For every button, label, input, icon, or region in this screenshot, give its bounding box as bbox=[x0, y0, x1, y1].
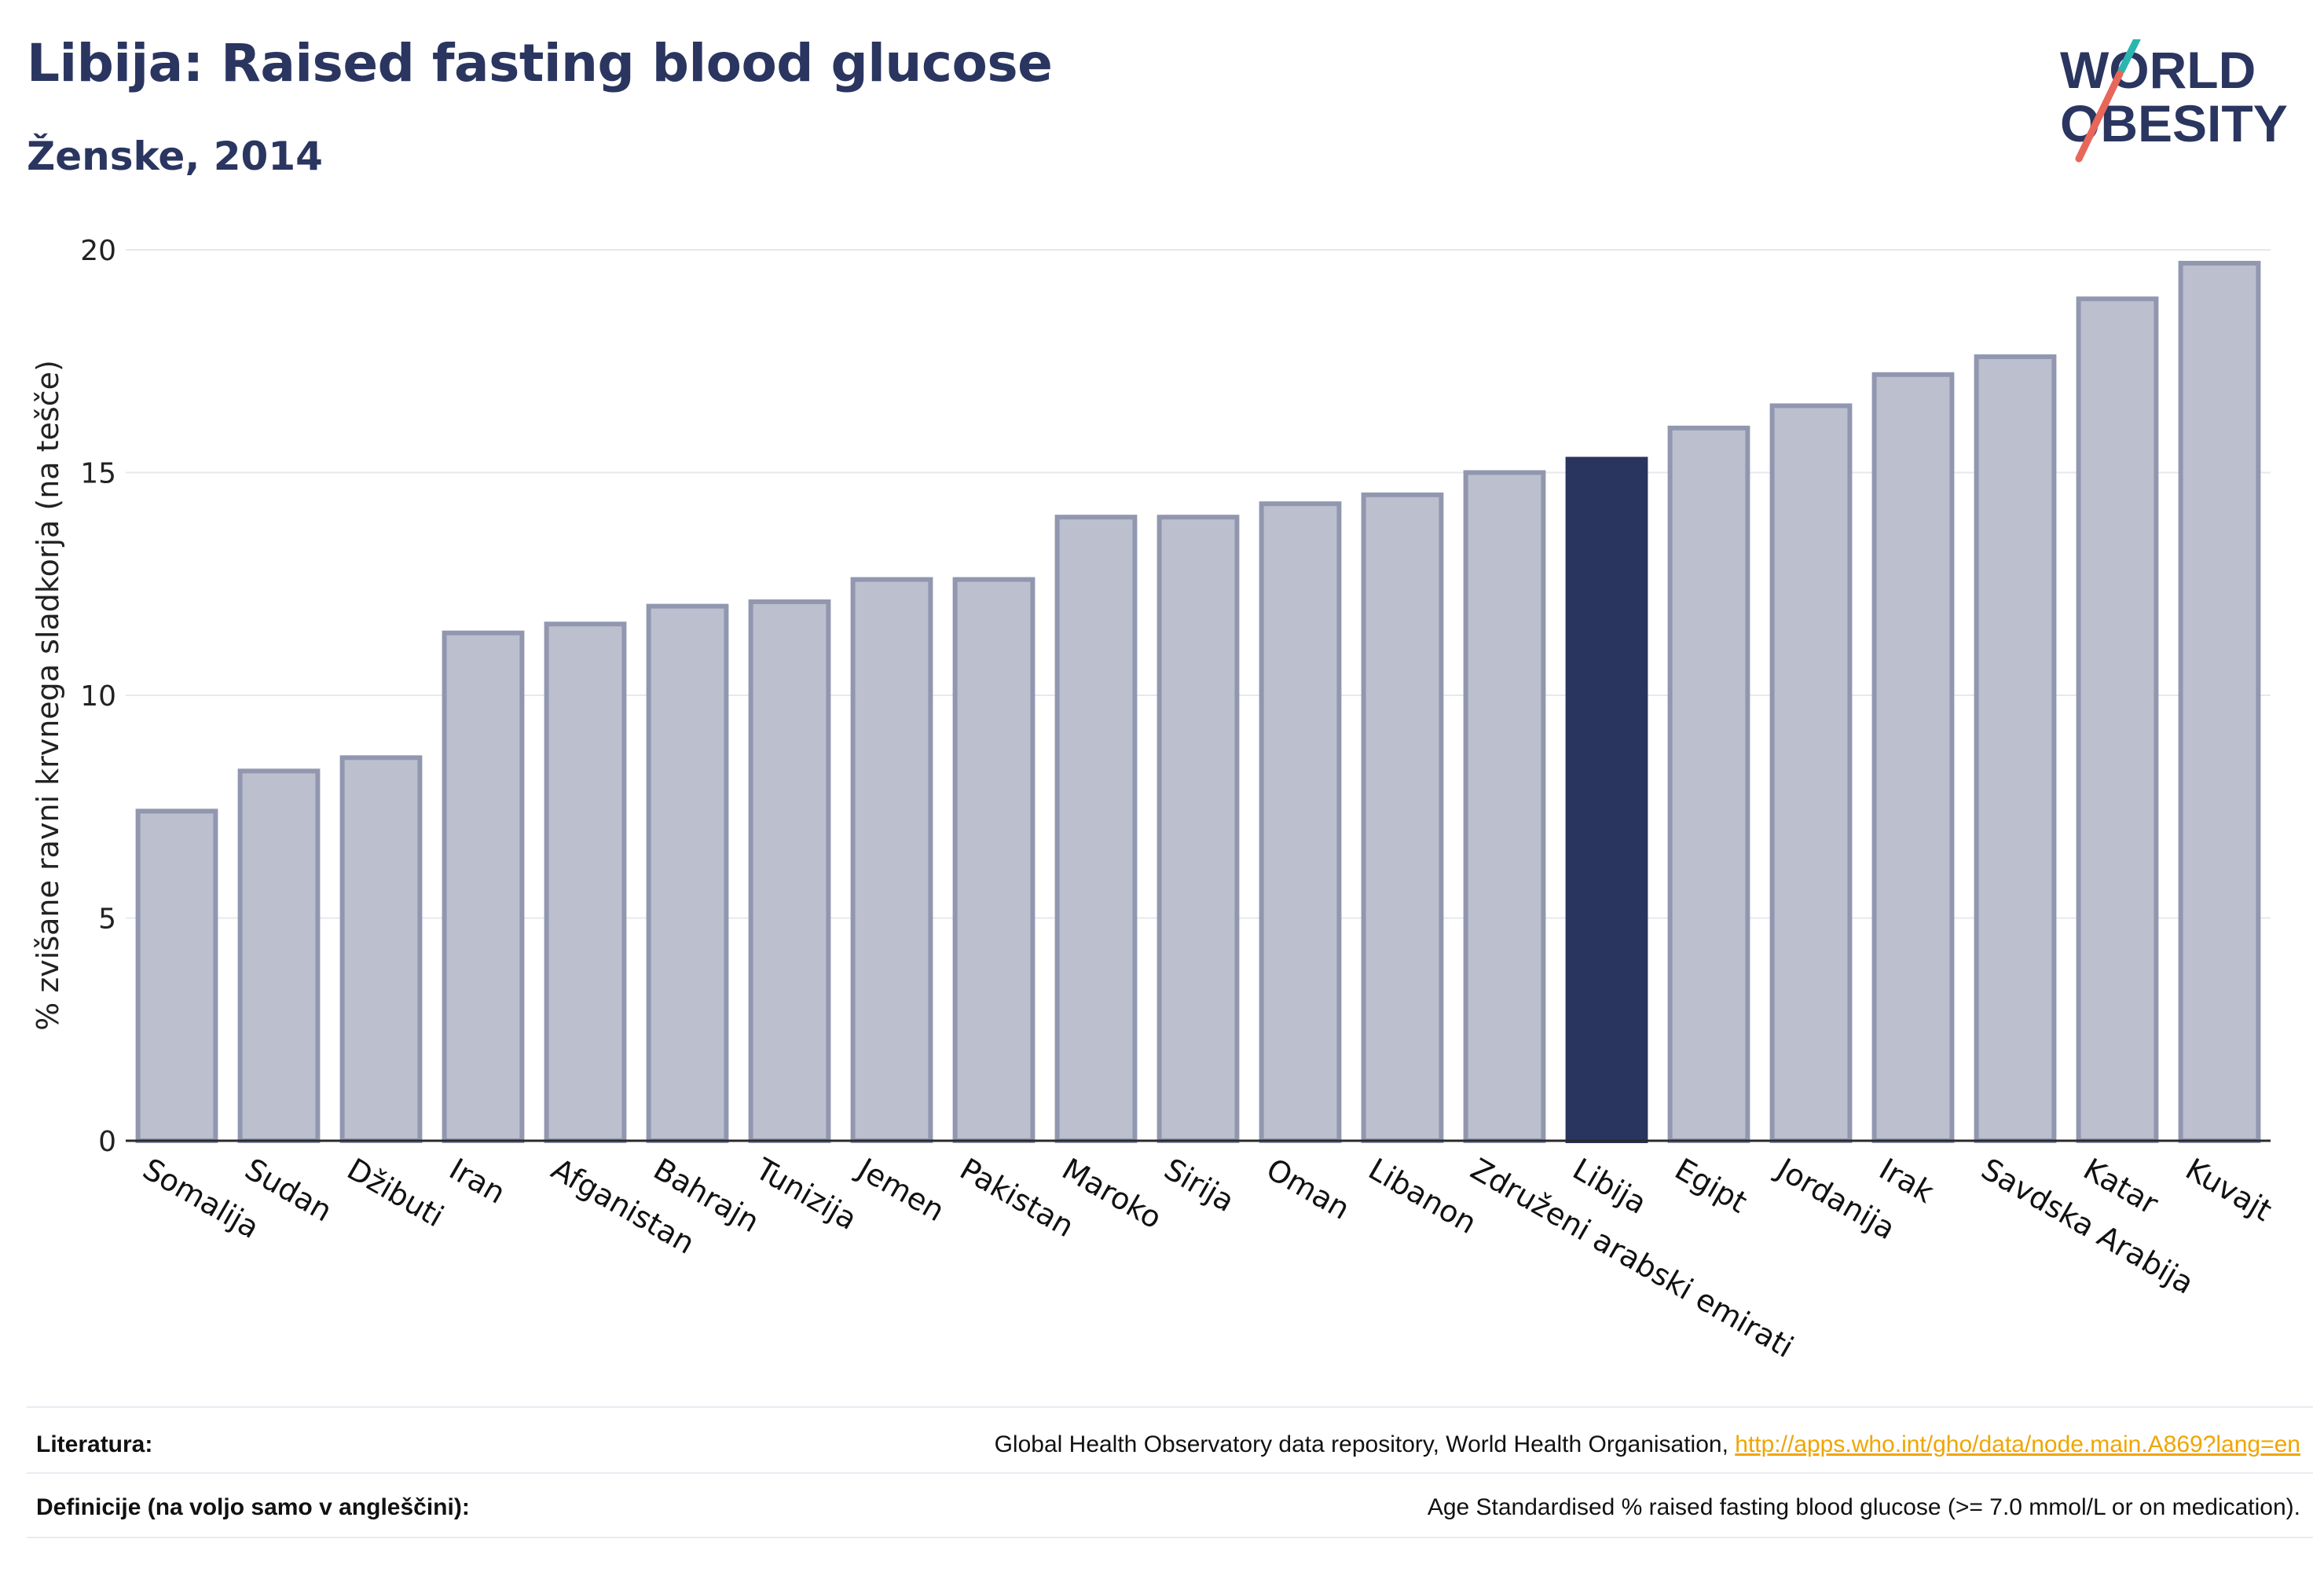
y-tick-label: 0 bbox=[98, 1126, 116, 1158]
bar bbox=[339, 755, 423, 1143]
x-tick-label: Kuvajt bbox=[2180, 1152, 2278, 1228]
x-tick-label: Libanon bbox=[1363, 1152, 1483, 1241]
bar bbox=[1157, 515, 1240, 1143]
footer-divider bbox=[27, 1406, 2313, 1408]
x-tick-label: Jordanija bbox=[1770, 1151, 1901, 1247]
bar bbox=[1463, 470, 1546, 1143]
bar bbox=[850, 577, 933, 1143]
bar bbox=[2076, 296, 2159, 1143]
bar bbox=[2178, 261, 2261, 1143]
bar-chart: 0 5 10 15 20 % zvišane ravni krvnega sladkorj… bbox=[31, 235, 2278, 1365]
bar bbox=[1565, 456, 1648, 1143]
footer-divider bbox=[27, 1537, 2313, 1538]
x-tick-label: Egipt bbox=[1670, 1152, 1754, 1220]
bar bbox=[544, 621, 627, 1143]
bar bbox=[1361, 492, 1444, 1143]
footer-divider bbox=[27, 1472, 2313, 1474]
definitions-label: Definicije (na voljo samo v angleščini): bbox=[36, 1494, 470, 1520]
world-obesity-logo: WORLD OBESITY bbox=[2060, 39, 2288, 163]
x-tick-label: Oman bbox=[1261, 1152, 1356, 1226]
x-tick-label: Sirija bbox=[1159, 1152, 1241, 1219]
x-tick-label: Tunizija bbox=[750, 1151, 863, 1237]
references-label: Literatura: bbox=[36, 1431, 153, 1457]
y-axis-title: % zvišane ravni krvnega sladkorja (na te… bbox=[31, 360, 65, 1031]
bar bbox=[1974, 354, 2057, 1143]
bar bbox=[952, 577, 1036, 1143]
x-tick-label: Jemen bbox=[851, 1151, 951, 1229]
bar bbox=[646, 603, 729, 1143]
references-value: Global Health Observatory data repositor… bbox=[995, 1431, 2300, 1458]
page-title: Libija: Raised fasting blood glucose bbox=[27, 33, 1053, 93]
logo-slash-teal bbox=[2117, 39, 2141, 75]
references-link[interactable]: http://apps.who.int/gho/data/node.main.A… bbox=[1735, 1431, 2300, 1457]
bar bbox=[442, 630, 525, 1143]
y-tick-label: 5 bbox=[98, 903, 116, 936]
bar bbox=[1769, 403, 1853, 1143]
x-tick-label: Somalija bbox=[137, 1152, 266, 1245]
bar bbox=[1871, 372, 1955, 1143]
bar bbox=[1054, 515, 1138, 1143]
bar bbox=[748, 599, 831, 1143]
y-tick-label: 15 bbox=[80, 458, 116, 490]
x-tick-label: Pakistan bbox=[955, 1152, 1080, 1244]
bar bbox=[237, 768, 321, 1143]
x-tick-label: Iran bbox=[444, 1152, 511, 1211]
definitions-value: Age Standardised % raised fasting blood … bbox=[1427, 1494, 2300, 1520]
page-subtitle: Ženske, 2014 bbox=[27, 134, 323, 179]
bar bbox=[135, 808, 218, 1144]
y-tick-label: 10 bbox=[80, 680, 116, 713]
x-tick-label: Džibuti bbox=[342, 1152, 450, 1234]
logo-line1: WORLD bbox=[2060, 41, 2256, 99]
logo-slash-coral bbox=[2075, 70, 2124, 163]
bar bbox=[1667, 425, 1750, 1143]
bar bbox=[1259, 501, 1342, 1143]
references-text: Global Health Observatory data repositor… bbox=[994, 1431, 1736, 1457]
y-tick-label: 20 bbox=[80, 235, 116, 267]
x-tick-label: Irak bbox=[1874, 1152, 1940, 1210]
